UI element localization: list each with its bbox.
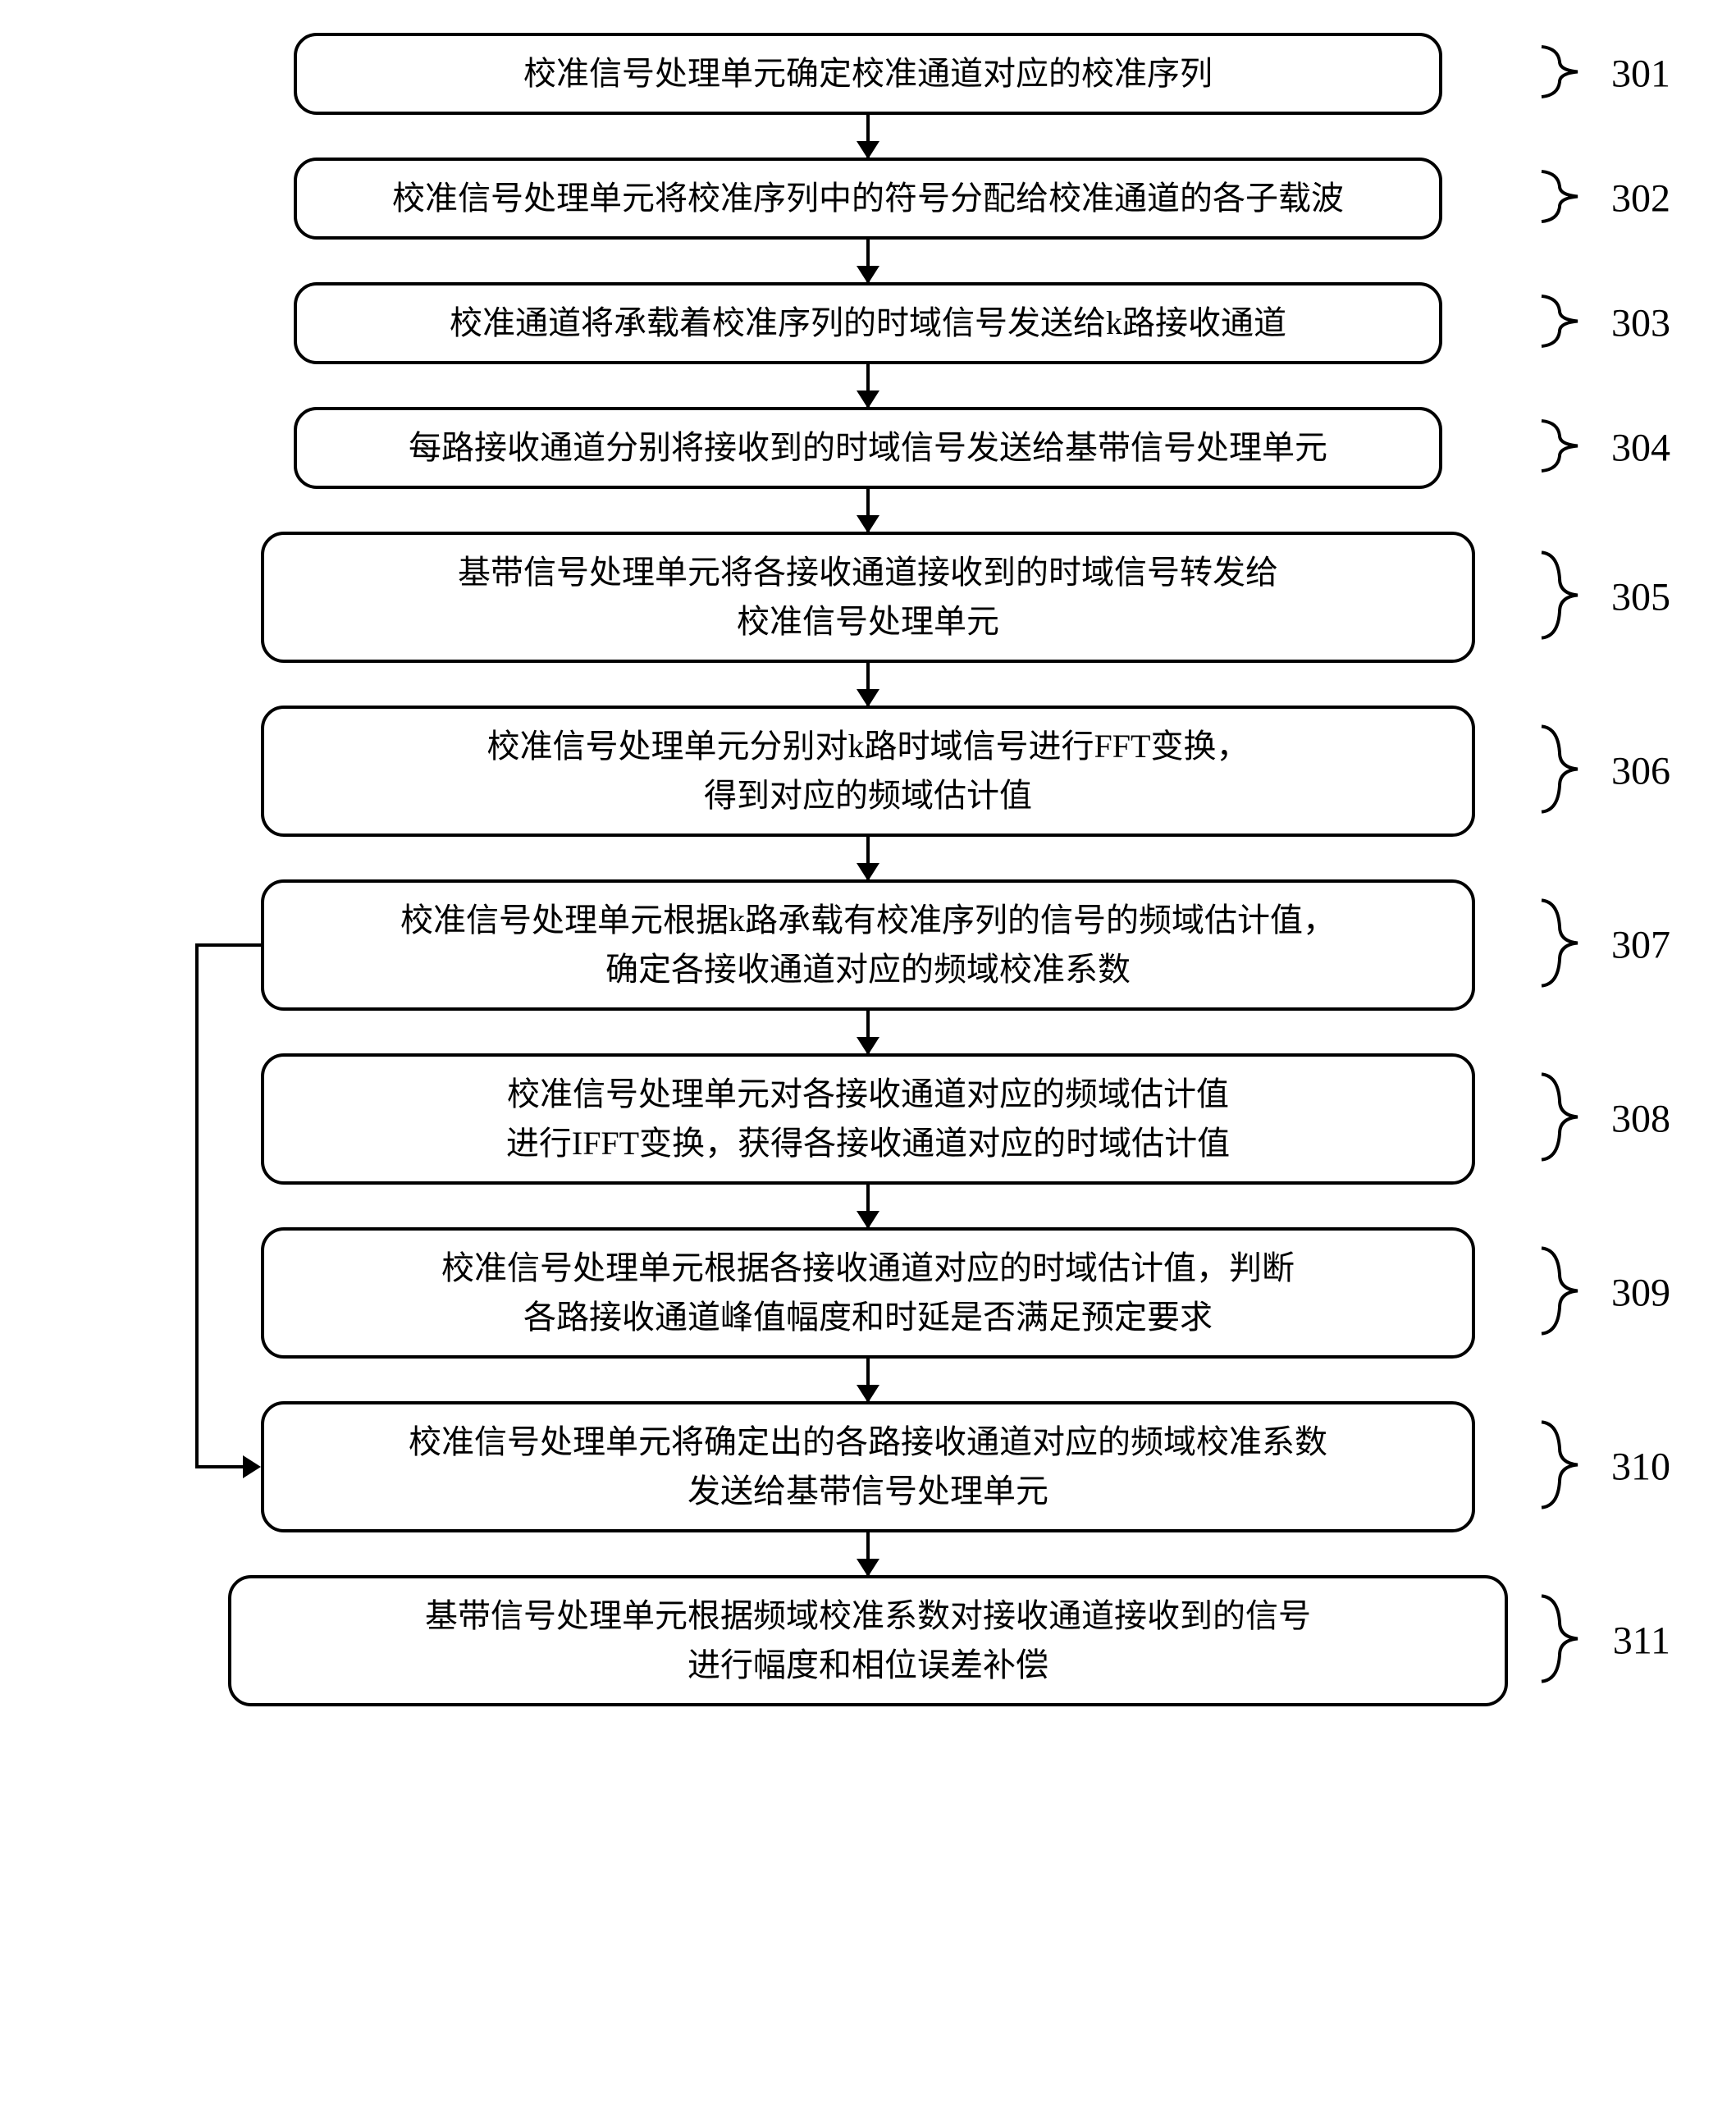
step-box-310: 校准信号处理单元将确定出的各路接收通道对应的频域校准系数发送给基带信号处理单元	[261, 1401, 1475, 1532]
step-box-305: 基带信号处理单元将各接收通道接收到的时域信号转发给校准信号处理单元	[261, 532, 1475, 663]
step-box-311: 基带信号处理单元根据频域校准系数对接收通道接收到的信号进行幅度和相位误差补偿	[228, 1575, 1508, 1706]
step-row-305: 基带信号处理单元将各接收通道接收到的时域信号转发给校准信号处理单元 305	[16, 532, 1720, 663]
step-row-308: 校准信号处理单元对各接收通道对应的频域估计值进行IFFT变换，获得各接收通道对应…	[16, 1053, 1720, 1185]
loop-line-vertical	[195, 943, 199, 1468]
step-text-310-line-1: 发送给基带信号处理单元	[688, 1467, 1048, 1516]
step-box-306: 校准信号处理单元分别对k路时域信号进行FFT变换，得到对应的频域估计值	[261, 706, 1475, 837]
bracket-311	[1535, 1592, 1584, 1688]
step-label-308: 308	[1611, 1097, 1670, 1142]
bracket-307	[1535, 897, 1584, 993]
step-text-303-line-0: 校准通道将承载着校准序列的时域信号发送给k路接收通道	[450, 299, 1286, 348]
step-label-309: 309	[1611, 1271, 1670, 1316]
step-row-303: 校准通道将承载着校准序列的时域信号发送给k路接收通道 303	[16, 282, 1720, 364]
step-label-304: 304	[1611, 426, 1670, 471]
arrow-304-to-305	[866, 489, 870, 532]
bracket-305	[1535, 549, 1584, 645]
arrow-303-to-304	[866, 364, 870, 407]
loop-arrowhead	[243, 1455, 261, 1478]
step-text-311-line-0: 基带信号处理单元根据频域校准系数对接收通道接收到的信号	[425, 1592, 1311, 1641]
arrow-301-to-302	[866, 115, 870, 158]
step-row-306: 校准信号处理单元分别对k路时域信号进行FFT变换，得到对应的频域估计值 306	[16, 706, 1720, 837]
bracket-301	[1535, 43, 1584, 104]
bracket-306	[1535, 723, 1584, 819]
step-box-303: 校准通道将承载着校准序列的时域信号发送给k路接收通道	[294, 282, 1442, 364]
step-label-311: 311	[1613, 1619, 1670, 1664]
step-text-301-line-0: 校准信号处理单元确定校准通道对应的校准序列	[523, 49, 1213, 98]
arrow-310-to-311	[866, 1532, 870, 1575]
arrow-305-to-306	[866, 663, 870, 706]
bracket-303	[1535, 293, 1584, 354]
bracket-308	[1535, 1071, 1584, 1167]
step-text-306-line-0: 校准信号处理单元分别对k路时域信号进行FFT变换，	[487, 722, 1249, 771]
step-text-306-line-1: 得到对应的频域估计值	[704, 771, 1032, 820]
step-text-309-line-0: 校准信号处理单元根据各接收通道对应的时域估计值，判断	[441, 1244, 1295, 1293]
loop-line-out	[195, 943, 261, 947]
step-row-309: 校准信号处理单元根据各接收通道对应的时域估计值，判断各路接收通道峰值幅度和时延是…	[16, 1227, 1720, 1359]
step-box-309: 校准信号处理单元根据各接收通道对应的时域估计值，判断各路接收通道峰值幅度和时延是…	[261, 1227, 1475, 1359]
bracket-310	[1535, 1418, 1584, 1514]
step-label-307: 307	[1611, 923, 1670, 968]
bracket-302	[1535, 168, 1584, 229]
step-label-303: 303	[1611, 301, 1670, 346]
step-text-302-line-0: 校准信号处理单元将校准序列中的符号分配给校准通道的各子载波	[392, 174, 1344, 223]
step-label-310: 310	[1611, 1445, 1670, 1490]
step-label-306: 306	[1611, 749, 1670, 794]
step-row-307: 校准信号处理单元根据k路承载有校准序列的信号的频域估计值，确定各接收通道对应的频…	[16, 879, 1720, 1011]
step-text-307-line-0: 校准信号处理单元根据k路承载有校准序列的信号的频域估计值，	[400, 896, 1336, 945]
step-text-309-line-1: 各路接收通道峰值幅度和时延是否满足预定要求	[523, 1293, 1213, 1342]
step-text-308-line-0: 校准信号处理单元对各接收通道对应的频域估计值	[507, 1070, 1229, 1119]
arrow-307-to-308	[866, 1011, 870, 1053]
arrow-306-to-307	[866, 837, 870, 879]
step-text-311-line-1: 进行幅度和相位误差补偿	[688, 1641, 1048, 1690]
bracket-309	[1535, 1245, 1584, 1340]
bracket-304	[1535, 418, 1584, 478]
step-text-305-line-0: 基带信号处理单元将各接收通道接收到的时域信号转发给	[458, 548, 1278, 597]
arrow-309-to-310	[866, 1359, 870, 1401]
step-row-304: 每路接收通道分别将接收到的时域信号发送给基带信号处理单元 304	[16, 407, 1720, 489]
step-label-301: 301	[1611, 52, 1670, 97]
step-text-304-line-0: 每路接收通道分别将接收到的时域信号发送给基带信号处理单元	[409, 423, 1327, 473]
step-label-305: 305	[1611, 575, 1670, 620]
step-text-310-line-0: 校准信号处理单元将确定出的各路接收通道对应的频域校准系数	[409, 1418, 1327, 1467]
step-row-302: 校准信号处理单元将校准序列中的符号分配给校准通道的各子载波 302	[16, 158, 1720, 240]
step-row-310: 校准信号处理单元将确定出的各路接收通道对应的频域校准系数发送给基带信号处理单元 …	[16, 1401, 1720, 1532]
step-box-302: 校准信号处理单元将校准序列中的符号分配给校准通道的各子载波	[294, 158, 1442, 240]
step-text-308-line-1: 进行IFFT变换，获得各接收通道对应的时域估计值	[506, 1119, 1230, 1168]
step-box-307: 校准信号处理单元根据k路承载有校准序列的信号的频域估计值，确定各接收通道对应的频…	[261, 879, 1475, 1011]
arrow-308-to-309	[866, 1185, 870, 1227]
step-label-302: 302	[1611, 176, 1670, 222]
step-row-311: 基带信号处理单元根据频域校准系数对接收通道接收到的信号进行幅度和相位误差补偿 3…	[16, 1575, 1720, 1706]
step-text-307-line-1: 确定各接收通道对应的频域校准系数	[605, 945, 1131, 994]
step-box-301: 校准信号处理单元确定校准通道对应的校准序列	[294, 33, 1442, 115]
step-row-301: 校准信号处理单元确定校准通道对应的校准序列 301	[16, 33, 1720, 115]
step-box-304: 每路接收通道分别将接收到的时域信号发送给基带信号处理单元	[294, 407, 1442, 489]
step-text-305-line-1: 校准信号处理单元	[737, 597, 999, 646]
arrow-302-to-303	[866, 240, 870, 282]
step-box-308: 校准信号处理单元对各接收通道对应的频域估计值进行IFFT变换，获得各接收通道对应…	[261, 1053, 1475, 1185]
flowchart-container: 校准信号处理单元确定校准通道对应的校准序列 301 校准信号处理单元将校准序列中的…	[16, 33, 1720, 1706]
